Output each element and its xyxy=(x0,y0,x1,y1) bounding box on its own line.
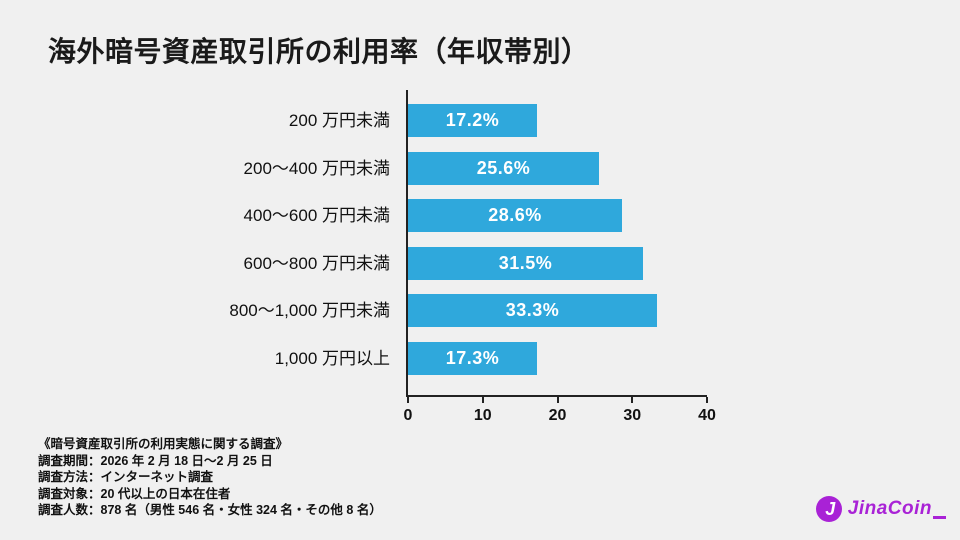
survey-notes: 《暗号資産取引所の利用実態に関する調査》 調査期間：2026 年 2 月 18 … xyxy=(38,436,382,519)
bar: 17.3% xyxy=(408,342,537,375)
bar: 28.6% xyxy=(408,199,622,233)
bar-value-label: 17.3% xyxy=(445,348,500,368)
category-label: 200～400 万円未満 xyxy=(243,158,390,178)
category-label: 1,000 万円以上 xyxy=(274,349,390,368)
page-title: 海外暗号資産取引所の利用率（年収帯別） xyxy=(48,36,590,67)
survey-note-method: 調査方法：インターネット調査 xyxy=(38,470,214,484)
jinacoin-wordmark: JinaCoin xyxy=(847,498,932,519)
bar: 31.5% xyxy=(408,246,643,280)
bar-value-label: 17.2% xyxy=(445,110,500,130)
category-label: 600～800 万円未満 xyxy=(243,253,390,273)
category-label: 400～600 万円未満 xyxy=(243,206,390,226)
bar-value-label: 31.5% xyxy=(498,252,553,273)
x-axis-tick-label: 30 xyxy=(623,407,642,424)
x-axis-tick xyxy=(631,397,634,403)
category-label: 800～1,000 万円未満 xyxy=(229,301,390,321)
category-label: 200 万円未満 xyxy=(288,111,390,130)
bar: 25.6% xyxy=(408,151,599,185)
x-axis-tick xyxy=(556,397,559,403)
bar-value-label: 28.6% xyxy=(488,205,542,226)
survey-note-period: 調査期間：2026 年 2 月 18 日～2 月 25 日 xyxy=(38,453,273,468)
survey-note-target: 調査対象：20 代以上の日本在住者 xyxy=(38,486,231,501)
x-axis-tick-label: 40 xyxy=(698,407,716,424)
plot-area: 17.2% 25.6% 28.6% 31.5% 33.3% 17.3% 0 10 20 30 40 xyxy=(404,90,716,424)
jinacoin-underline xyxy=(933,516,946,519)
x-axis-tick-label: 0 xyxy=(403,407,413,424)
bar: 17.2% xyxy=(408,104,537,137)
jinacoin-icon-letter: J xyxy=(825,499,836,519)
x-axis-tick-label: 20 xyxy=(548,407,567,424)
bar-value-label: 25.6% xyxy=(476,157,531,178)
x-axis-tick-label: 10 xyxy=(473,407,492,424)
jinacoin-circle-icon: J xyxy=(815,496,842,522)
x-axis-tick xyxy=(481,397,484,403)
survey-note-count: 調査人数：878 名（男性 546 名・女性 324 名・その他 8 名） xyxy=(38,503,382,517)
x-axis-tick xyxy=(407,397,409,403)
x-axis-tick xyxy=(706,397,708,403)
jinacoin-logo: J JinaCoin xyxy=(815,494,946,524)
bar: 33.3% xyxy=(408,294,657,328)
survey-note-title: 《暗号資産取引所の利用実態に関する調査》 xyxy=(38,437,289,451)
bar-value-label: 33.3% xyxy=(505,300,560,321)
